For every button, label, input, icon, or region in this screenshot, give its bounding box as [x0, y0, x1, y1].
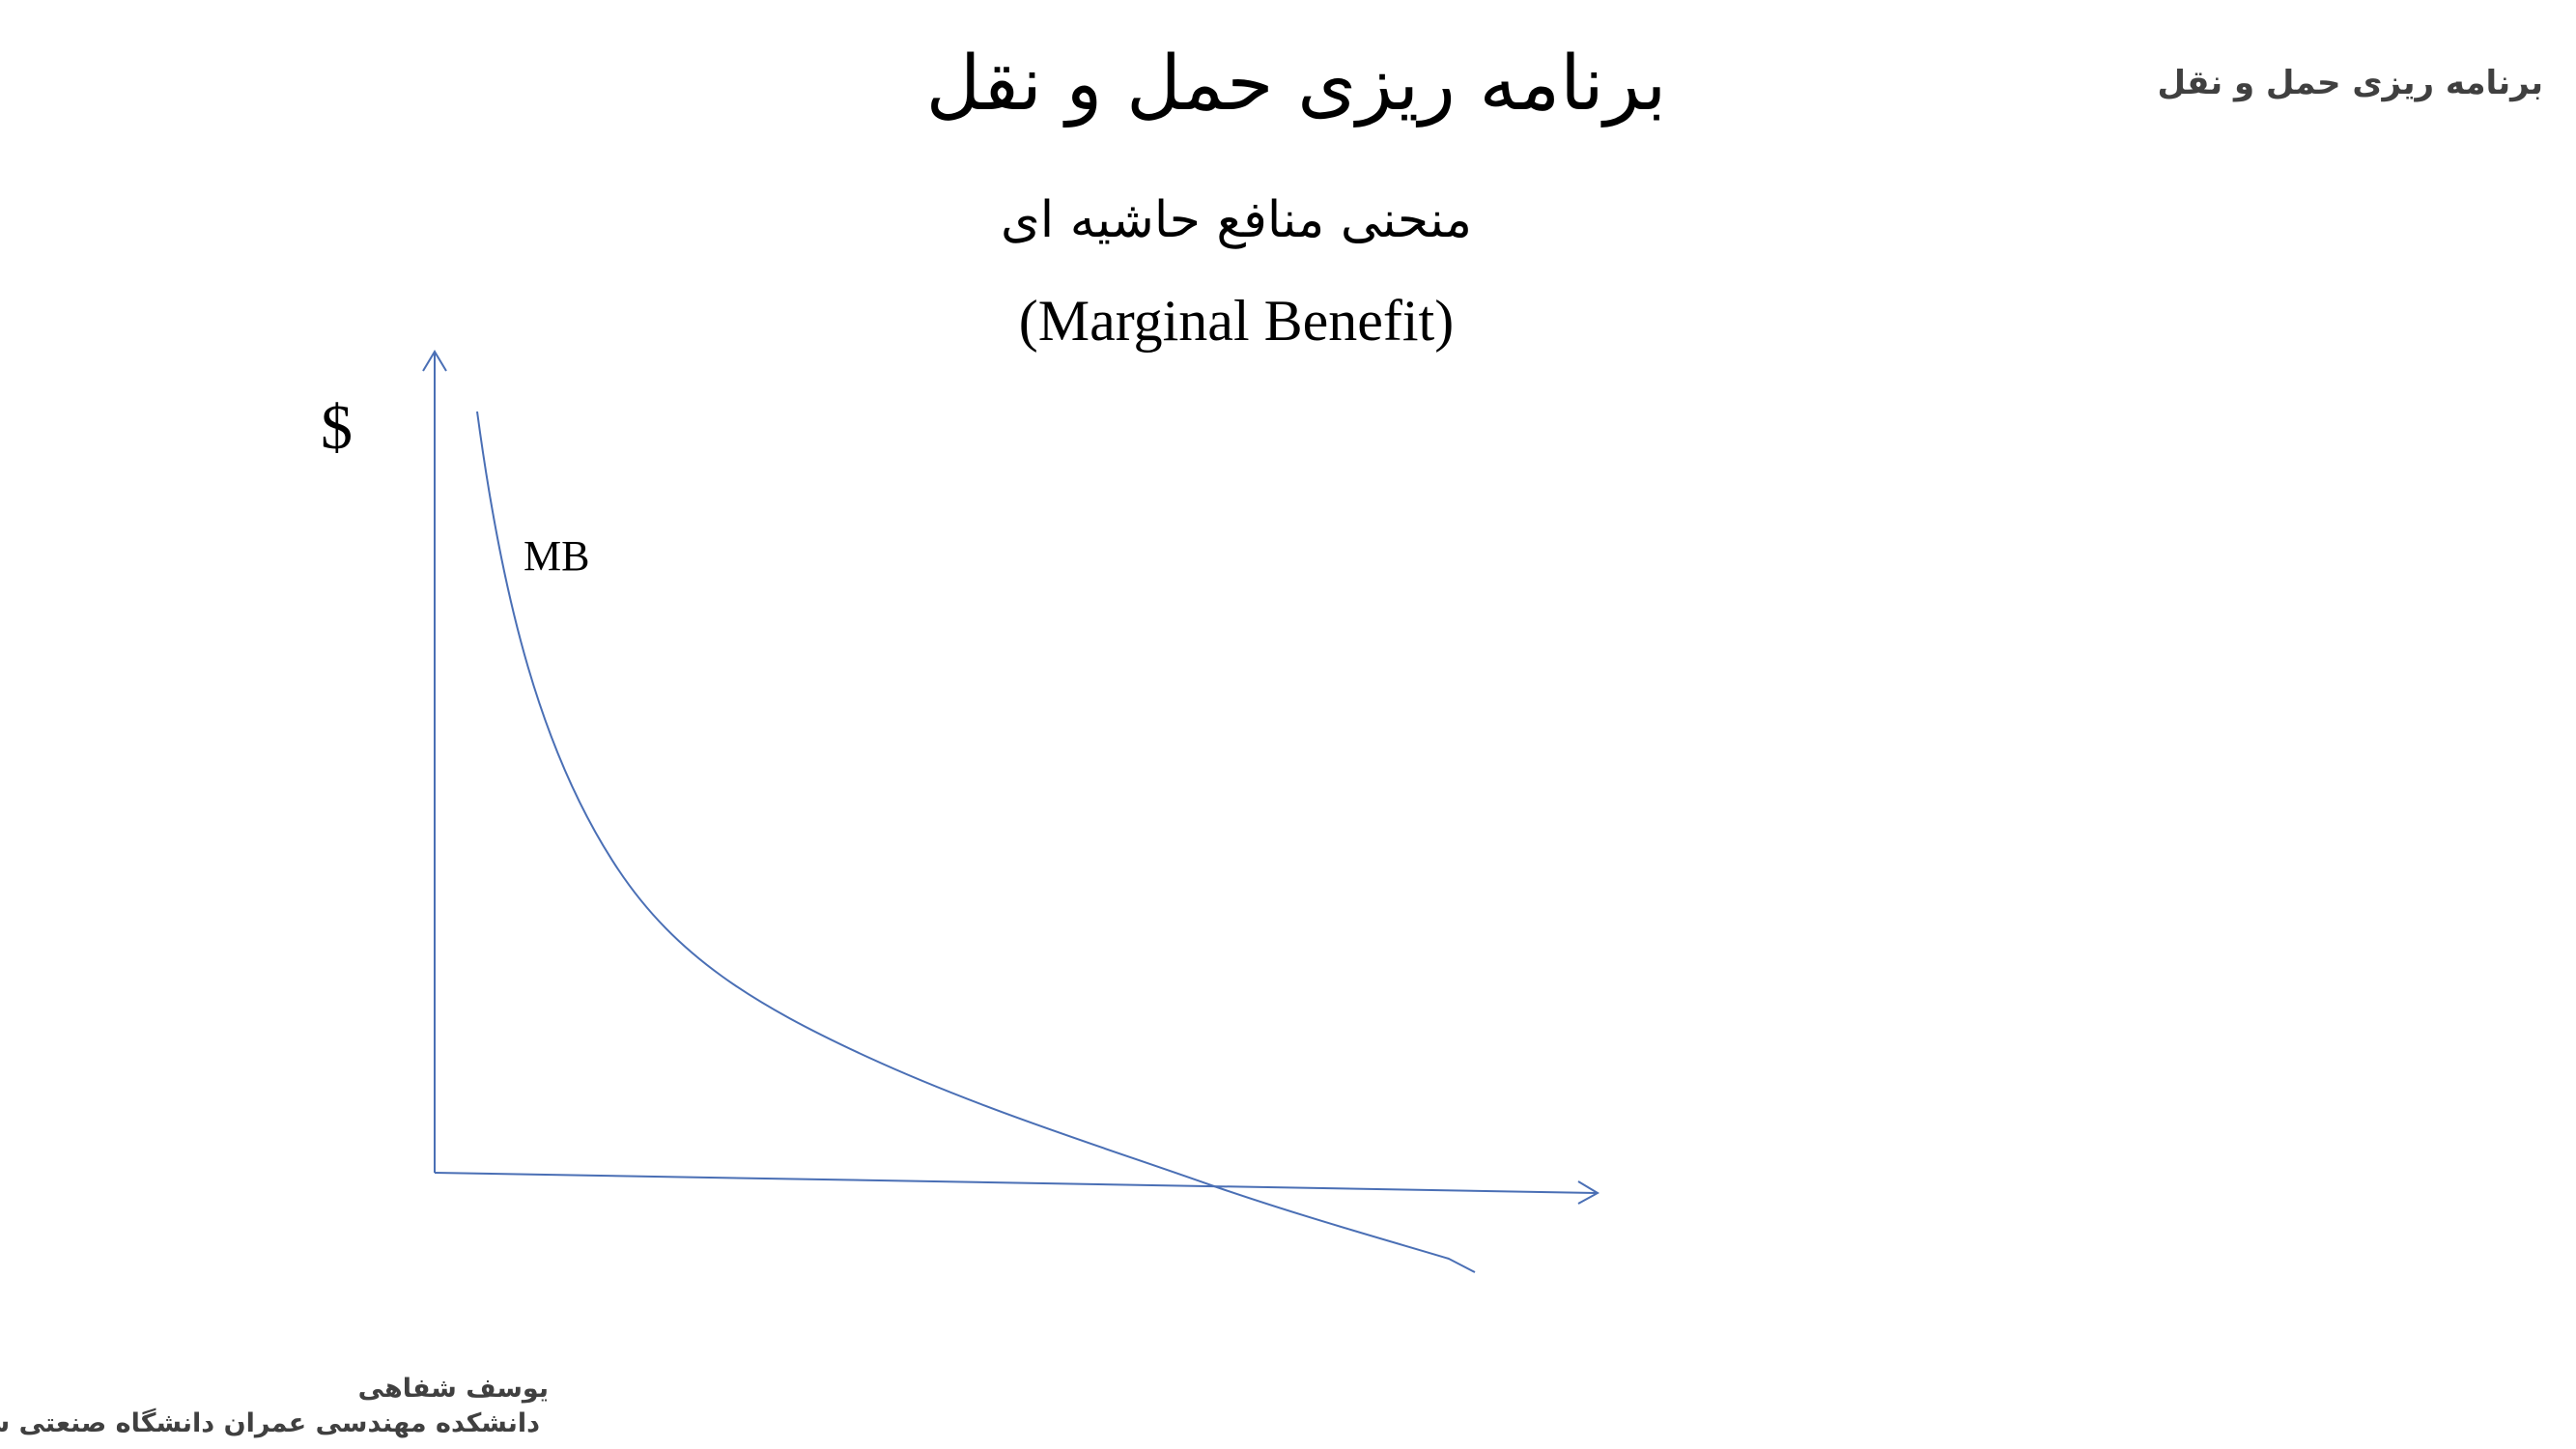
y-axis-label: $ — [321, 392, 353, 463]
mb-curve — [476, 411, 1476, 1273]
y-axis-arrow — [422, 350, 447, 372]
subtitle-english: (Marginal Benefit) — [1018, 289, 1455, 353]
x-axis-arrow — [1577, 1180, 1600, 1205]
curve-label: MB — [524, 532, 590, 580]
footer-author: یوسف شفاهی — [357, 1374, 549, 1404]
slide-title: برنامه ریزی حمل و نقل — [925, 41, 1667, 128]
header-course: برنامه ریزی حمل و نقل — [2157, 64, 2543, 102]
subtitle-persian: منحنی منافع حاشیه ای — [1001, 191, 1472, 249]
footer-affiliation: دانشکده مهندسی عمران دانشگاه صنعتی شریف — [0, 1408, 540, 1438]
x-axis — [434, 1172, 1599, 1194]
